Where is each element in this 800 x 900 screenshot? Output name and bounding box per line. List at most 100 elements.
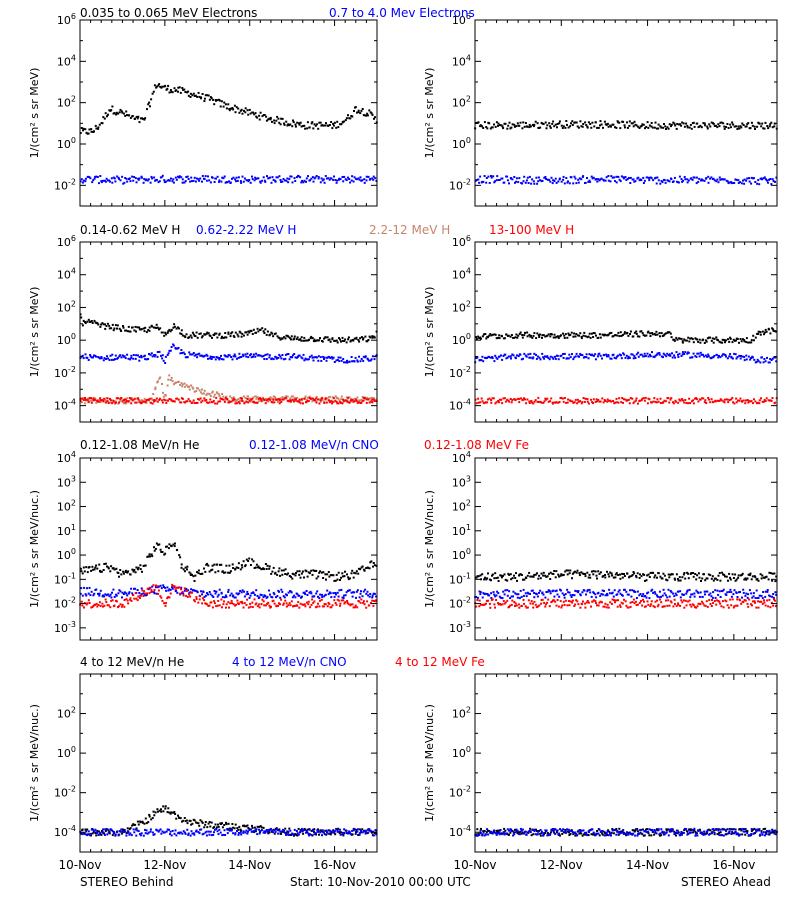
data-point: [228, 564, 231, 567]
data-point: [234, 355, 237, 358]
data-point: [569, 125, 572, 128]
data-point: [218, 332, 221, 335]
data-point: [589, 180, 592, 183]
data-point: [686, 589, 689, 592]
data-point: [594, 358, 597, 361]
data-point: [266, 564, 269, 567]
data-point: [234, 331, 237, 334]
data-point: [150, 175, 153, 178]
data-point: [483, 578, 486, 581]
data-point: [550, 333, 553, 336]
data-point: [111, 599, 114, 602]
data-point: [256, 401, 259, 404]
data-point: [510, 595, 513, 598]
data-point: [533, 596, 536, 599]
y-tick-label: 104: [452, 267, 471, 282]
data-point: [640, 353, 643, 356]
data-point: [102, 179, 104, 182]
data-point: [492, 591, 495, 594]
data-point: [680, 599, 683, 602]
data-point: [268, 356, 271, 359]
data-point: [165, 333, 168, 336]
data-point: [690, 572, 693, 574]
x-axis: [79, 20, 378, 206]
data-point: [326, 356, 329, 359]
data-point: [640, 399, 643, 402]
data-point: [766, 356, 768, 359]
data-point: [510, 126, 513, 129]
data-point: [761, 122, 764, 125]
data-point: [209, 357, 212, 360]
data-point: [190, 588, 193, 591]
data-point: [627, 593, 630, 596]
data-point: [262, 596, 265, 599]
data-point: [363, 181, 366, 184]
data-point: [157, 380, 159, 383]
data-point: [373, 592, 376, 595]
data-point: [773, 572, 776, 575]
data-point: [333, 339, 336, 342]
data-point: [479, 591, 482, 594]
data-point: [107, 567, 110, 570]
data-point: [584, 573, 587, 575]
data-point: [123, 181, 126, 184]
data-point: [371, 596, 374, 599]
data-point: [266, 602, 269, 605]
data-point: [730, 126, 732, 129]
data-point: [713, 125, 716, 127]
data-point: [255, 397, 258, 400]
data-point: [591, 600, 594, 603]
data-point: [344, 119, 347, 122]
data-point: [636, 572, 639, 575]
data-point: [311, 356, 314, 359]
data-point: [278, 402, 281, 405]
data-point: [263, 399, 266, 401]
data-point: [600, 177, 603, 180]
data-point: [205, 394, 208, 396]
data-point: [747, 401, 750, 404]
data-point: [96, 176, 99, 178]
data-point: [579, 400, 582, 403]
data-point: [346, 361, 349, 364]
data-point: [490, 399, 493, 402]
y-tick-label: 104: [57, 53, 76, 68]
data-point: [750, 121, 753, 124]
data-point: [537, 127, 540, 129]
data-point: [640, 330, 643, 333]
data-point: [608, 399, 610, 402]
data-point: [659, 397, 662, 400]
data-point: [124, 569, 127, 572]
data-point: [650, 603, 653, 606]
data-point: [693, 595, 696, 598]
data-point: [162, 586, 165, 588]
data-point: [307, 175, 309, 178]
data-point: [83, 570, 86, 573]
data-point: [596, 355, 599, 358]
data-point: [654, 333, 657, 336]
data-point: [651, 332, 654, 334]
data-point: [152, 90, 155, 93]
data-point: [300, 125, 303, 128]
data-point: [667, 354, 670, 357]
x-axis: [474, 20, 778, 206]
data-point: [167, 330, 170, 333]
data-point: [329, 340, 332, 343]
data-point: [677, 181, 680, 184]
data-point: [600, 593, 603, 595]
data-point: [210, 569, 213, 572]
data-point: [337, 126, 340, 129]
data-point: [682, 399, 684, 402]
data-point: [79, 567, 82, 570]
data-point: [497, 592, 500, 595]
data-point: [528, 356, 531, 359]
data-point: [631, 589, 634, 592]
data-point: [153, 176, 156, 179]
data-point: [656, 576, 658, 579]
data-point: [144, 592, 147, 595]
data-point: [501, 335, 503, 338]
data-point: [146, 593, 148, 596]
data-point: [157, 181, 160, 184]
data-point: [764, 400, 767, 402]
data-point: [364, 355, 367, 358]
data-point: [488, 334, 491, 337]
